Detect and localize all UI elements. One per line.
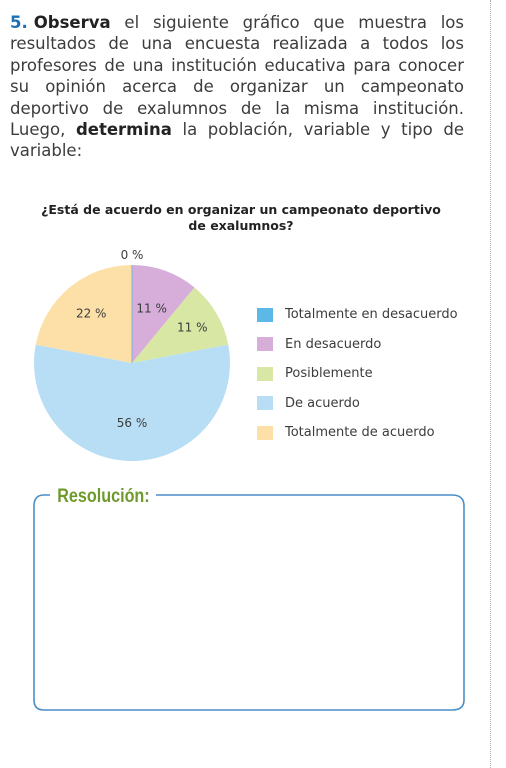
pie-slice xyxy=(132,265,195,363)
exercise-verb-observa: Observa xyxy=(33,13,111,32)
pie-slice xyxy=(132,287,229,363)
exercise-text-1: el siguiente gráfico que muestra los res… xyxy=(10,13,464,140)
pie-slice xyxy=(35,265,132,363)
legend-label: Totalmente de acuerdo xyxy=(285,425,435,441)
legend-swatch xyxy=(257,366,273,381)
exercise-verb-determina: determina xyxy=(75,120,172,140)
chart-legend: Totalmente en desacuerdo En desacuerdo P… xyxy=(257,300,458,448)
legend-item: Posiblemente xyxy=(257,359,458,389)
slice-value-label: 11 % xyxy=(177,320,208,334)
legend-swatch xyxy=(257,307,273,322)
exercise-statement: 5. Observa el siguiente gráfico que muest… xyxy=(10,12,464,162)
slice-value-label: 0 % xyxy=(121,248,144,262)
exercise-text-2: la población, variable y tipo de variabl… xyxy=(10,120,464,161)
legend-label: En desacuerdo xyxy=(285,336,382,352)
legend-label: Posiblemente xyxy=(285,366,373,382)
pie-chart: 0 % 11 % 11 % 56 % 22 % xyxy=(33,248,230,461)
legend-label: Totalmente en desacuerdo xyxy=(285,307,458,323)
slice-value-label: 22 % xyxy=(76,307,107,321)
resolution-label: Resolución: xyxy=(53,486,154,508)
legend-label: De acuerdo xyxy=(285,395,360,411)
pie-slice xyxy=(33,344,230,461)
exercise-number: 5. xyxy=(10,13,28,32)
legend-swatch xyxy=(257,337,273,352)
resolution-box xyxy=(33,494,465,711)
legend-item: En desacuerdo xyxy=(257,330,458,360)
legend-item: De acuerdo xyxy=(257,389,458,419)
legend-swatch xyxy=(257,396,273,411)
slice-value-label: 56 % xyxy=(117,416,148,430)
legend-item: Totalmente en desacuerdo xyxy=(257,300,458,330)
chart-title: ¿Está de acuerdo en organizar un campeon… xyxy=(41,202,441,233)
legend-swatch xyxy=(257,425,273,440)
page-margin-rule xyxy=(490,0,491,768)
slice-value-label: 11 % xyxy=(136,301,167,315)
legend-item: Totalmente de acuerdo xyxy=(257,418,458,448)
